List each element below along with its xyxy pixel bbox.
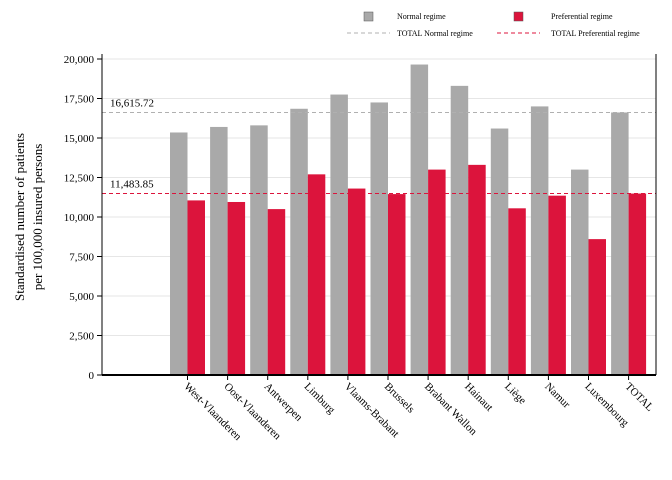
y-tick-label: 12,500 [64,173,95,185]
y-tick-label: 10,000 [64,212,95,224]
bar-preferential [548,195,566,375]
bar-preferential [187,200,205,375]
x-tick-label: Brussels [382,381,417,416]
bar-normal [450,85,469,376]
bar-normal [530,106,549,376]
y-tick-label: 17,500 [64,94,95,106]
bar-preferential [267,209,286,375]
reference-lines: 16,615.72 11,483.85 [102,97,656,195]
bar-normal [250,125,268,375]
bar-preferential [508,208,526,375]
bar-preferential [227,201,246,375]
legend-normal-label: Normal regime [397,12,446,21]
bar-preferential [588,239,606,375]
y-tick-label: 7,500 [69,252,94,264]
bar-preferential [307,174,326,375]
y-tick-label: 2,500 [69,331,94,343]
legend-normal-swatch [363,11,374,22]
bar-preferential [628,193,647,375]
bar-normal [611,112,629,376]
bars [170,64,647,376]
x-tick-label: Hainaut [462,381,495,414]
x-tick-label: TOTAL [622,381,655,414]
bar-preferential [347,188,366,375]
legend: Normal regime Preferential regime TOTAL … [347,11,640,38]
bar-preferential [468,164,486,375]
bar-normal [490,128,509,375]
bar-normal [410,64,429,375]
total-normal-value-label: 16,615.72 [110,97,154,109]
y-tick-label: 0 [89,370,95,382]
bar-normal [571,169,589,375]
bar-normal [370,102,388,375]
bar-normal [330,94,348,376]
legend-total-normal-label: TOTAL Normal regime [397,29,473,38]
bar-normal [210,126,228,375]
y-tick-label: 5,000 [69,291,94,303]
y-axis-title-line2: per 100,000 insured persons [30,144,45,291]
bar-preferential [388,194,406,375]
x-tick-label: Namur [542,381,572,411]
x-tick-label: Limburg [302,381,338,417]
y-tick-label: 20,000 [64,54,95,66]
legend-preferential-swatch [513,11,524,22]
bar-preferential [428,169,446,375]
bar-normal [170,132,188,375]
y-axis-title-line1: Standardised number of patients [12,133,27,301]
x-tick-label: Liège [502,381,528,407]
total-preferential-value-label: 11,483.85 [110,179,154,191]
legend-preferential-label: Preferential regime [551,12,613,21]
legend-total-preferential-label: TOTAL Preferential regime [551,29,640,38]
y-tick-label: 15,000 [64,133,95,145]
bar-normal [290,108,308,376]
